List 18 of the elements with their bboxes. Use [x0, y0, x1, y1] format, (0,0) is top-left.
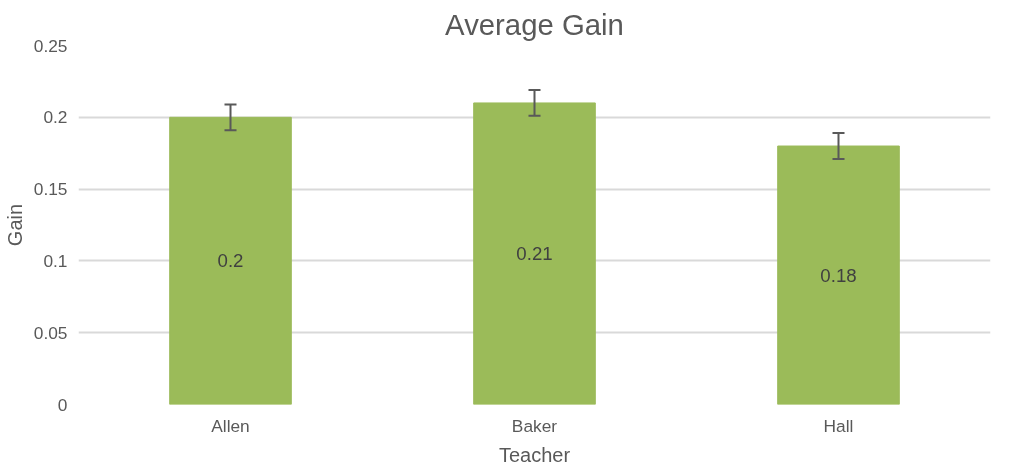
y-tick-label: 0.2	[43, 107, 68, 128]
data-label: 0.2	[217, 250, 244, 272]
x-tick-label: Hall	[823, 415, 854, 436]
x-axis-title: Teacher	[498, 443, 571, 466]
x-tick-label: Baker	[511, 415, 558, 436]
y-tick-label: 0.15	[33, 179, 68, 200]
bar	[473, 102, 596, 405]
y-tick-label: 0	[57, 394, 68, 415]
data-label: 0.18	[820, 264, 857, 286]
y-tick-label: 0.25	[33, 35, 68, 56]
y-tick-label: 0.1	[43, 250, 68, 271]
y-axis-title: Gain	[3, 203, 26, 247]
y-tick-label: 0.05	[33, 322, 68, 343]
data-label: 0.21	[516, 243, 553, 265]
chart-title: Average Gain	[445, 7, 624, 41]
bar	[169, 116, 292, 405]
x-tick-label: Allen	[211, 415, 250, 436]
bar	[777, 145, 900, 405]
